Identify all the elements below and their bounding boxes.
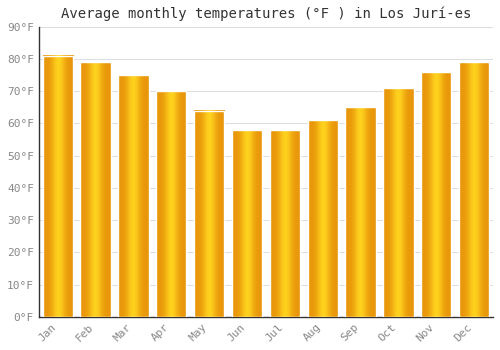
Bar — [384, 88, 414, 317]
Bar — [270, 130, 300, 317]
Bar — [156, 91, 186, 317]
Title: Average monthly temperatures (°F ) in Los Jurí-es: Average monthly temperatures (°F ) in Lo… — [60, 7, 471, 21]
Bar — [194, 111, 224, 317]
Bar — [232, 130, 262, 317]
Bar — [421, 72, 452, 317]
Bar — [459, 62, 490, 317]
Bar — [346, 107, 376, 317]
Bar — [118, 75, 148, 317]
Bar — [42, 56, 73, 317]
Bar — [308, 120, 338, 317]
Bar — [80, 62, 110, 317]
